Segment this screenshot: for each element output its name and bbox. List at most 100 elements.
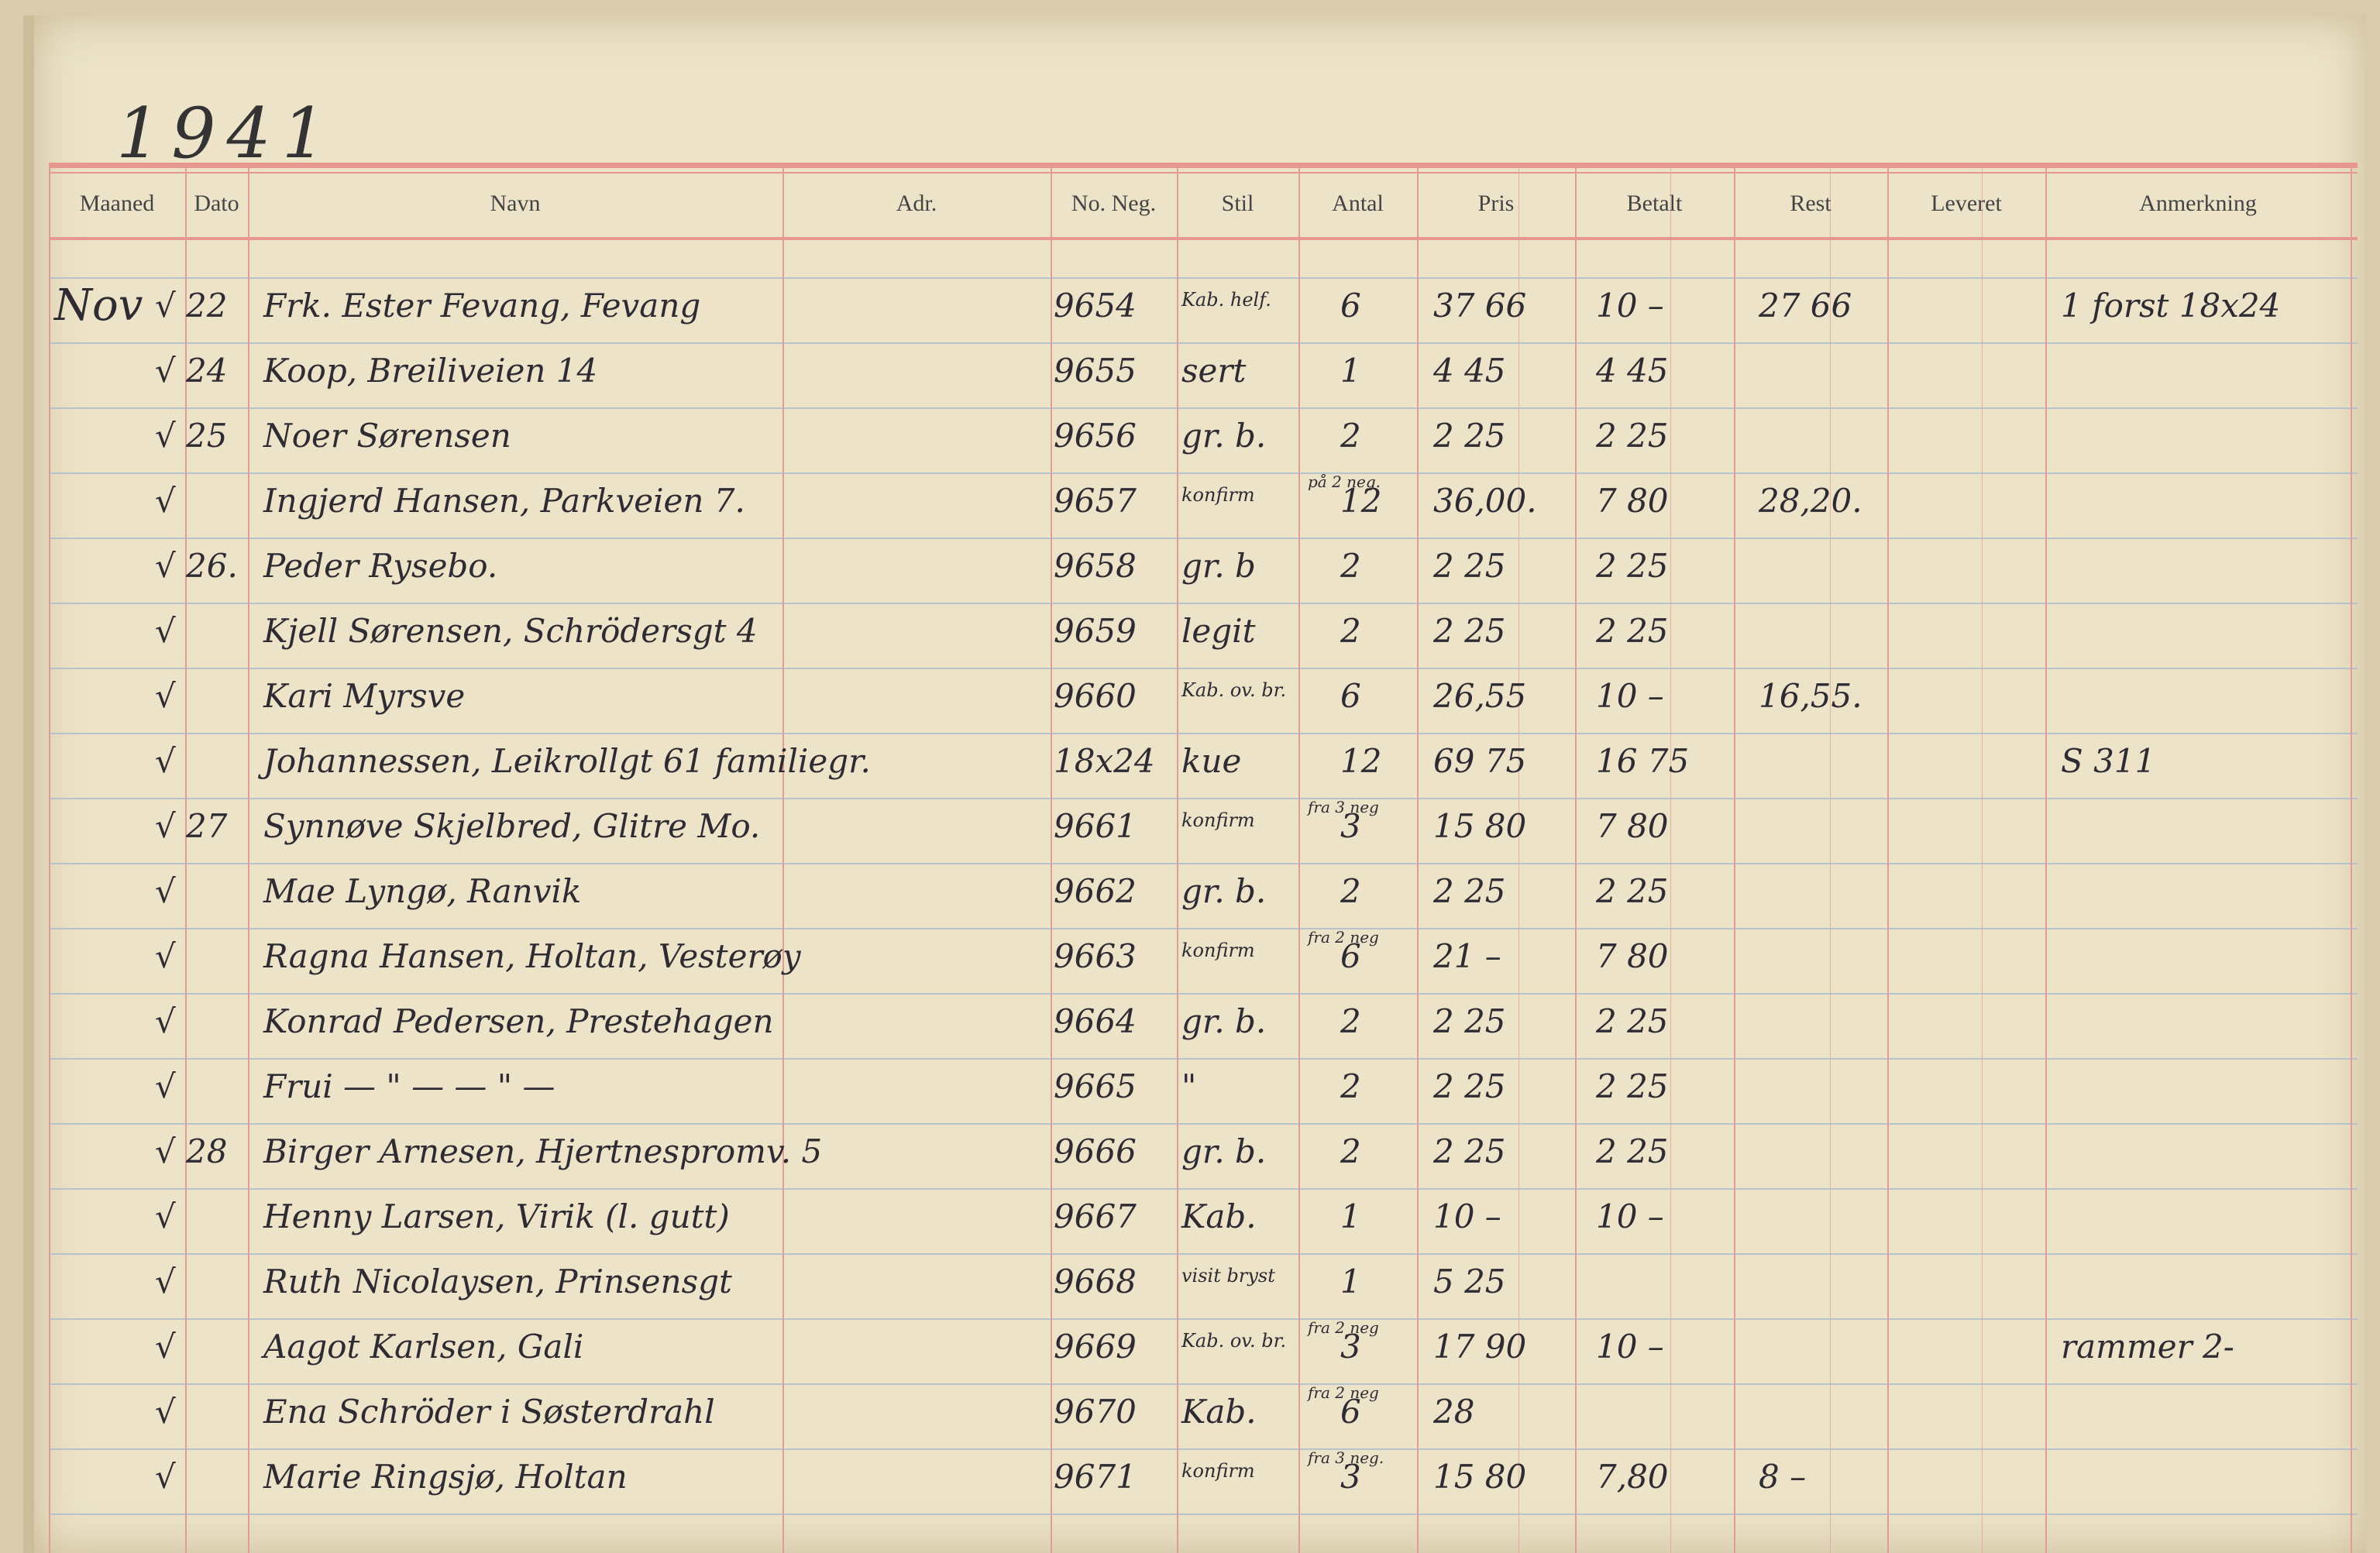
row-line bbox=[49, 1058, 2358, 1060]
row-date: 24 bbox=[186, 352, 228, 390]
row-check-mark: √ bbox=[155, 1393, 176, 1431]
row-check-mark: √ bbox=[155, 287, 176, 325]
row-paid: 16 75 bbox=[1596, 742, 1690, 780]
row-quantity: 1 bbox=[1340, 1197, 1361, 1235]
row-quantity: 1 bbox=[1340, 1263, 1361, 1300]
row-price: 2 25 bbox=[1433, 1067, 1506, 1105]
row-negative-number: 9657 bbox=[1054, 482, 1137, 520]
row-style: Kab. ov. br. bbox=[1181, 1330, 1287, 1352]
row-price: 37 66 bbox=[1433, 287, 1527, 325]
row-date: 27 bbox=[186, 807, 228, 845]
row-negative-number: 9654 bbox=[1054, 287, 1137, 325]
row-check-mark: √ bbox=[155, 742, 176, 780]
year-heading: 1941 bbox=[116, 93, 338, 174]
row-paid: 2 25 bbox=[1596, 1067, 1669, 1105]
subcolumn-line bbox=[1830, 164, 1831, 1553]
row-line bbox=[49, 277, 2358, 279]
row-quantity: 3 bbox=[1340, 1328, 1361, 1366]
row-check-mark: √ bbox=[155, 1002, 176, 1040]
row-quantity: 2 bbox=[1340, 1132, 1361, 1170]
header-top-rule-thin bbox=[49, 172, 2358, 174]
row-style: Kab. ov. br. bbox=[1181, 679, 1287, 701]
row-line bbox=[49, 1383, 2358, 1385]
row-check-mark: √ bbox=[155, 352, 176, 390]
row-style: konfirm bbox=[1181, 1460, 1255, 1482]
column-line bbox=[782, 164, 784, 1553]
row-name: Peder Rysebo. bbox=[263, 547, 498, 585]
row-negative-number: 9658 bbox=[1054, 547, 1137, 585]
row-check-mark: √ bbox=[155, 1067, 176, 1105]
row-check-mark: √ bbox=[155, 1263, 176, 1300]
row-quantity: 6 bbox=[1340, 1393, 1361, 1431]
row-name: Koop, Breiliveien 14 bbox=[263, 352, 598, 390]
row-name: Kjell Sørensen, Schrödersgt 4 bbox=[263, 612, 758, 650]
quantity-note: fra 2 neg bbox=[1308, 928, 1379, 947]
row-paid: 2 25 bbox=[1596, 1002, 1669, 1040]
row-check-mark: √ bbox=[155, 677, 176, 715]
row-line bbox=[49, 472, 2358, 474]
row-style: gr. b bbox=[1181, 547, 1256, 585]
row-style: Kab. bbox=[1181, 1393, 1257, 1431]
row-name: Ragna Hansen, Holtan, Vesterøy bbox=[263, 937, 801, 975]
row-date: 28 bbox=[186, 1132, 228, 1170]
row-remaining: 16,55. bbox=[1759, 677, 1862, 715]
row-quantity: 12 bbox=[1340, 742, 1382, 780]
row-name: Mae Lyngø, Ranvik bbox=[263, 872, 582, 910]
row-line bbox=[49, 798, 2358, 799]
row-line bbox=[49, 928, 2358, 929]
row-quantity: 3 bbox=[1340, 807, 1361, 845]
row-style: gr. b. bbox=[1181, 417, 1267, 455]
row-style: konfirm bbox=[1181, 809, 1255, 831]
row-line bbox=[49, 1448, 2358, 1450]
row-line bbox=[49, 1188, 2358, 1190]
row-line bbox=[49, 993, 2358, 995]
row-negative-number: 9659 bbox=[1054, 612, 1137, 650]
row-check-mark: √ bbox=[155, 417, 176, 455]
column-line bbox=[1417, 164, 1419, 1553]
row-name: Konrad Pedersen, Prestehagen bbox=[263, 1002, 774, 1040]
column-header: Rest bbox=[1790, 191, 1831, 216]
row-name: Aagot Karlsen, Gali bbox=[263, 1328, 584, 1366]
row-price: 2 25 bbox=[1433, 1002, 1506, 1040]
row-remark: S 311 bbox=[2061, 742, 2156, 780]
row-check-mark: √ bbox=[155, 482, 176, 520]
row-line bbox=[49, 1513, 2358, 1515]
row-line bbox=[49, 603, 2358, 604]
row-negative-number: 9660 bbox=[1054, 677, 1137, 715]
header-bottom-rule bbox=[49, 237, 2358, 240]
subcolumn-line bbox=[1982, 164, 1983, 1553]
quantity-note: fra 2 neg bbox=[1308, 1318, 1379, 1337]
row-paid: 7 80 bbox=[1596, 807, 1669, 845]
row-price: 26,55 bbox=[1433, 677, 1527, 715]
row-check-mark: √ bbox=[155, 872, 176, 910]
row-quantity: 6 bbox=[1340, 287, 1361, 325]
row-negative-number: 9663 bbox=[1054, 937, 1137, 975]
row-price: 21 – bbox=[1433, 937, 1501, 975]
row-check-mark: √ bbox=[155, 547, 176, 585]
row-price: 2 25 bbox=[1433, 547, 1506, 585]
row-quantity: 2 bbox=[1340, 1002, 1361, 1040]
row-paid: 2 25 bbox=[1596, 612, 1669, 650]
row-paid: 7 80 bbox=[1596, 937, 1669, 975]
quantity-note: fra 2 neg bbox=[1308, 1383, 1379, 1402]
row-negative-number: 9662 bbox=[1054, 872, 1137, 910]
quantity-note: fra 3 neg bbox=[1308, 798, 1379, 816]
row-line bbox=[49, 1318, 2358, 1320]
row-name: Henny Larsen, Virik (l. gutt) bbox=[263, 1197, 730, 1235]
column-header: Maaned bbox=[79, 191, 155, 216]
column-line bbox=[1177, 164, 1178, 1553]
row-name: Noer Sørensen bbox=[263, 417, 511, 455]
row-name: Ingjerd Hansen, Parkveien 7. bbox=[263, 482, 745, 520]
row-price: 2 25 bbox=[1433, 612, 1506, 650]
header-top-rule bbox=[49, 163, 2358, 168]
row-negative-number: 9668 bbox=[1054, 1263, 1137, 1300]
row-line bbox=[49, 342, 2358, 344]
subcolumn-line bbox=[1670, 164, 1671, 1553]
quantity-note: på 2 neg. bbox=[1308, 472, 1381, 491]
row-price: 17 90 bbox=[1433, 1328, 1527, 1366]
column-line bbox=[248, 164, 249, 1553]
row-remaining: 27 66 bbox=[1759, 287, 1852, 325]
column-header: Navn bbox=[490, 191, 541, 216]
column-line bbox=[1734, 164, 1735, 1553]
row-quantity: 1 bbox=[1340, 352, 1361, 390]
